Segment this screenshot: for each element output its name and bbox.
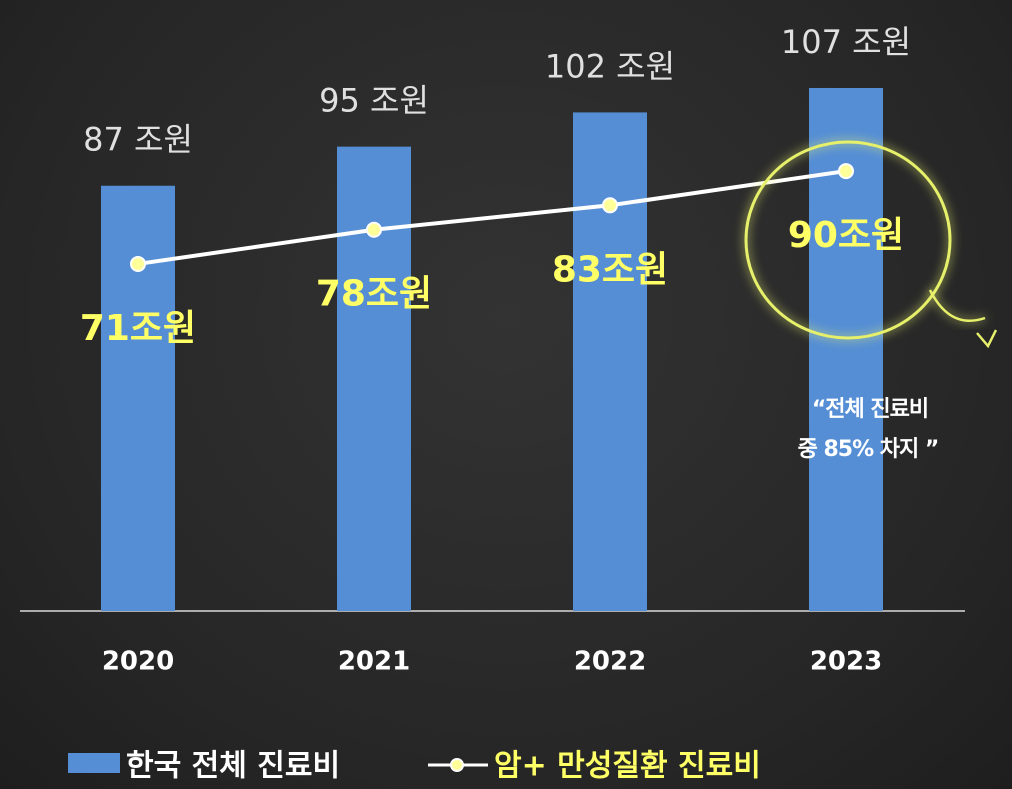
bar-value-label: 107 조원 bbox=[781, 23, 911, 61]
legend-swatch bbox=[68, 753, 120, 773]
highlight-circle bbox=[744, 140, 952, 340]
bar-value-label: 102 조원 bbox=[545, 47, 675, 85]
line-marker bbox=[130, 255, 146, 272]
line-marker bbox=[366, 221, 382, 238]
callout-arrowhead bbox=[976, 329, 998, 349]
legend-label: 암+ 만성질환 진료비 bbox=[494, 749, 761, 784]
plot: 87 조원 2020 95 조원 2021 102 조원 2022 107 조원 2023 71… bbox=[80, 23, 911, 677]
callout-arrow bbox=[928, 289, 986, 323]
x-tick-label: 2023 bbox=[810, 647, 882, 677]
bar bbox=[337, 146, 411, 611]
legend-marker bbox=[450, 758, 464, 772]
line-value-label: 90조원 bbox=[788, 215, 904, 256]
x-tick-label: 2022 bbox=[574, 647, 646, 677]
bar bbox=[101, 185, 175, 611]
legend-label: 한국 전체 진료비 bbox=[126, 749, 340, 784]
line-marker bbox=[838, 163, 854, 180]
line-marker bbox=[602, 197, 618, 214]
line-value-label: 78조원 bbox=[316, 274, 432, 315]
annotation: 중 85% 차지 ” bbox=[798, 437, 939, 462]
bar bbox=[573, 112, 647, 611]
bar-value-label: 95 조원 bbox=[319, 82, 429, 120]
annotation: “전체 진료비 bbox=[812, 397, 928, 422]
line bbox=[137, 169, 847, 266]
x-tick-label: 2020 bbox=[102, 647, 174, 677]
bar-value-label: 87 조원 bbox=[83, 121, 193, 159]
x-tick-label: 2021 bbox=[338, 647, 410, 677]
line-value-label: 83조원 bbox=[552, 249, 668, 290]
line-value-label: 71조원 bbox=[80, 308, 196, 349]
